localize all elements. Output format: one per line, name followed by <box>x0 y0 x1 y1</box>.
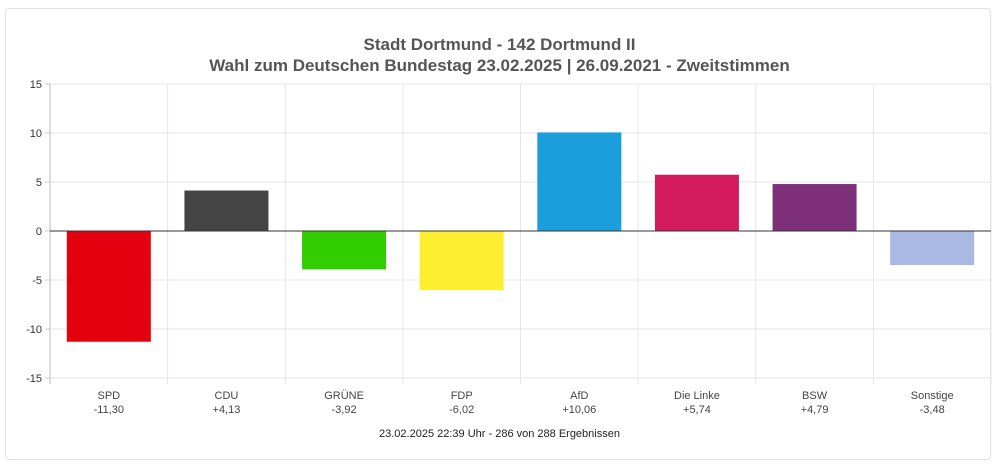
x-category-label: Sonstige <box>911 390 954 402</box>
y-tick-label: 15 <box>30 79 42 91</box>
x-value-label: -11,30 <box>94 404 124 416</box>
bar-cdu[interactable] <box>184 190 269 231</box>
x-value-label: +4,79 <box>801 404 829 416</box>
x-value-label: -3,92 <box>332 404 357 416</box>
chart-subtitle: Wahl zum Deutschen Bundestag 23.02.2025 … <box>209 56 790 75</box>
x-value-label: +4,13 <box>213 404 241 416</box>
bar-bsw[interactable] <box>772 184 857 231</box>
chart-title: Stadt Dortmund - 142 Dortmund II <box>363 35 636 54</box>
x-category-label: FDP <box>451 390 473 402</box>
x-category-label: Die Linke <box>674 390 720 402</box>
y-tick-label: 10 <box>30 128 42 140</box>
x-value-label: -3,48 <box>920 404 945 416</box>
x-value-label: +5,74 <box>683 404 711 416</box>
bar-sonstige[interactable] <box>890 231 975 266</box>
x-category-label: BSW <box>802 390 828 402</box>
y-tick-label: -15 <box>26 373 42 385</box>
bar-die-linke[interactable] <box>654 174 739 231</box>
y-tick-label: -5 <box>32 275 42 287</box>
bar-fdp[interactable] <box>419 231 504 290</box>
x-category-label: CDU <box>215 390 239 402</box>
x-value-label: +10,06 <box>562 404 596 416</box>
x-category-label: SPD <box>98 390 121 402</box>
x-category-label: GRÜNE <box>324 390 364 402</box>
y-tick-label: -10 <box>26 324 42 336</box>
results-status: 23.02.2025 22:39 Uhr - 286 von 288 Ergeb… <box>379 428 620 440</box>
y-tick-label: 5 <box>36 177 42 189</box>
bar-grüne[interactable] <box>302 231 387 270</box>
bar-spd[interactable] <box>66 231 151 342</box>
x-value-label: -6,02 <box>449 404 474 416</box>
x-category-label: AfD <box>570 390 588 402</box>
bar-layer <box>66 132 975 342</box>
grid-layer <box>45 83 992 384</box>
y-tick-label: 0 <box>36 226 42 238</box>
bar-afd[interactable] <box>537 132 622 231</box>
label-layer: 15 10 5 0 -5 -10 -15 SPD -11,30 CDU +4,13 GRÜNE -3,9… <box>26 79 954 416</box>
